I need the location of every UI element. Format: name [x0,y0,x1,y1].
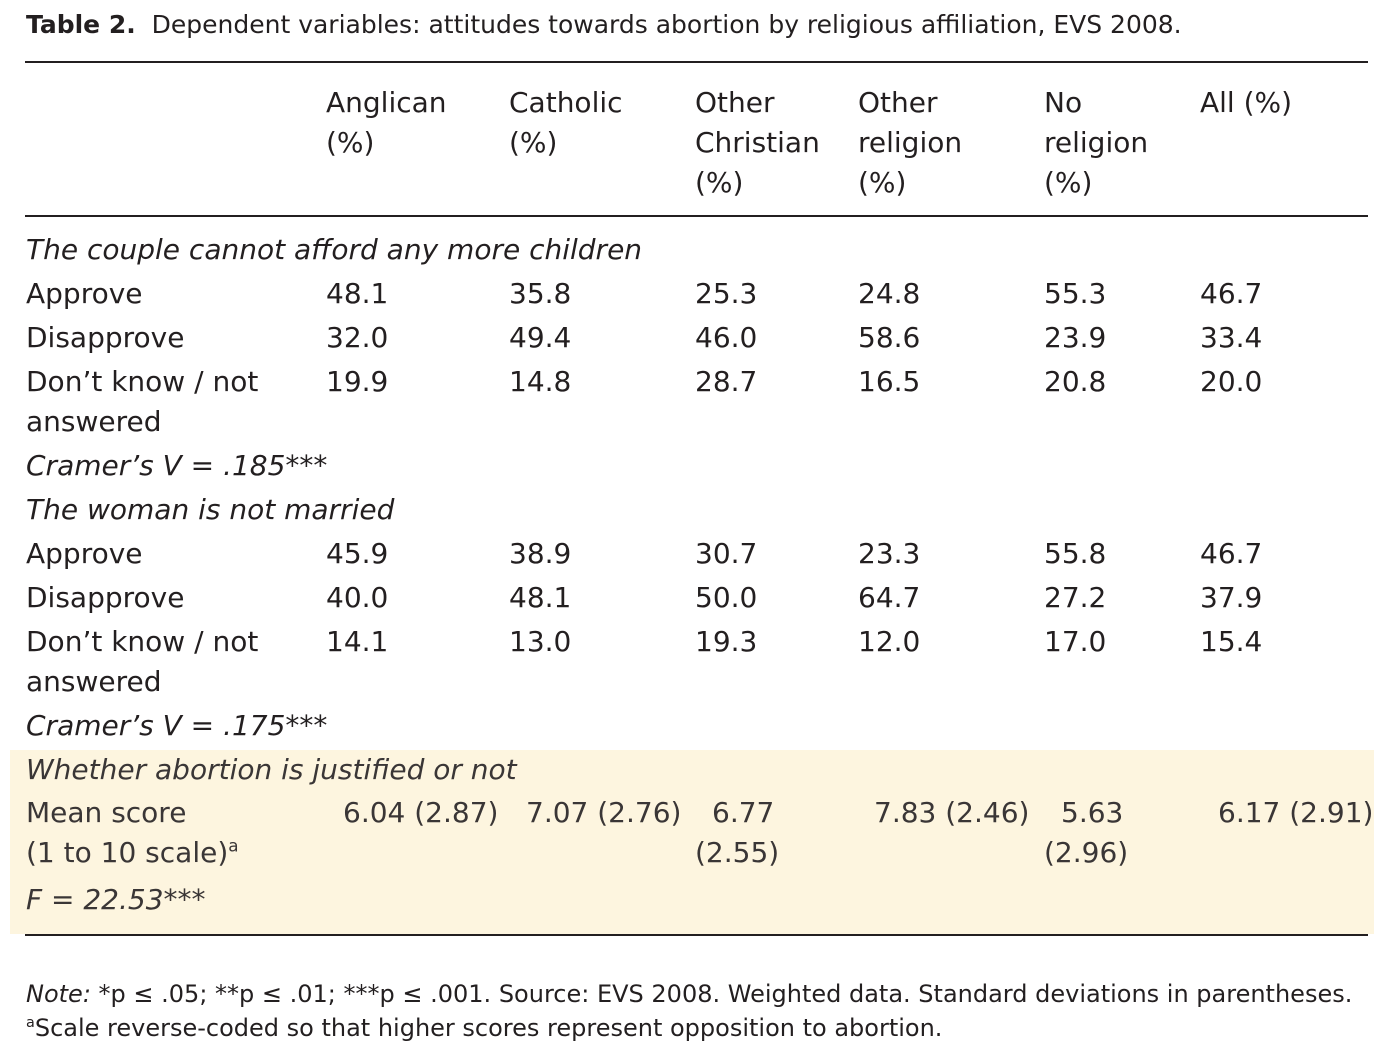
table-cell: (2.55) [695,836,780,869]
table-cell: 12.0 [858,625,921,658]
table-cell: 58.6 [858,321,921,354]
table-cell: 23.3 [858,537,921,570]
table-cell: 27.2 [1044,581,1107,614]
section-title: The couple cannot afford any more childr… [26,233,643,266]
top-rule [25,61,1368,63]
col-header-anglican: Anglican (%) [326,86,447,159]
table-cell: 5.63 [1061,796,1124,829]
table-cell: 48.1 [326,277,389,310]
table-cell: 16.5 [858,365,921,398]
table-cell: 37.9 [1200,581,1263,614]
table-label: Table 2. [26,10,136,39]
table-cell: 25.3 [695,277,758,310]
table-cell: 46.7 [1200,277,1263,310]
row-label-disapprove: Disapprove [26,581,185,614]
table-title: Dependent variables: attitudes towards a… [151,10,1182,39]
highlight-band [10,750,1374,934]
table-cell: 19.3 [695,625,758,658]
table-cell: 17.0 [1044,625,1107,658]
table-cell: 14.8 [509,365,572,398]
stat-f-value: F = 22.53*** [26,883,206,916]
stat-cramers-v: Cramer’s V = .185*** [26,449,328,482]
col-header-catholic: Catholic (%) [509,86,623,159]
table-cell: 28.7 [695,365,758,398]
table-cell: 33.4 [1200,321,1263,354]
row-label-dont-know: Don’t know / not answered [26,625,259,698]
table-cell: 55.8 [1044,537,1107,570]
table-note: Note: *p ≤ .05; **p ≤ .01; ***p ≤ .001. … [26,980,1353,1008]
table-cell: 30.7 [695,537,758,570]
row-label-dont-know: Don’t know / not answered [26,365,259,438]
table-cell: 38.9 [509,537,572,570]
header-rule [25,215,1368,217]
table-cell: 50.0 [695,581,758,614]
table-cell: (2.96) [1044,836,1129,869]
table-cell: 55.3 [1044,277,1107,310]
col-header-other-religion: Other religion (%) [858,86,963,199]
table-cell: 14.1 [326,625,389,658]
table-cell: 6.77 [712,796,775,829]
table-cell: 48.1 [509,581,572,614]
row-label-approve: Approve [26,537,143,570]
col-header-no-religion: No religion (%) [1044,86,1149,199]
table-cell: 19.9 [326,365,389,398]
table-cell: 64.7 [858,581,921,614]
table-cell: 32.0 [326,321,389,354]
table-cell: 6.04 (2.87) [343,796,499,829]
table-cell: 7.07 (2.76) [526,796,682,829]
row-label-mean-score: Mean score (1 to 10 scale)a [26,796,239,869]
table-cell: 6.17 (2.91) [1218,796,1374,829]
table-cell: 23.9 [1044,321,1107,354]
table-cell: 24.8 [858,277,921,310]
row-label-disapprove: Disapprove [26,321,185,354]
table-cell: 45.9 [326,537,389,570]
table-cell: 49.4 [509,321,572,354]
section-title: Whether abortion is justified or not [26,753,517,786]
table-cell: 35.8 [509,277,572,310]
bottom-rule [25,934,1368,936]
table-cell: 40.0 [326,581,389,614]
table-cell: 20.8 [1044,365,1107,398]
col-header-other-christian: Other Christian (%) [695,86,820,199]
row-label-approve: Approve [26,277,143,310]
section-title: The woman is not married [26,493,395,526]
col-header-all: All (%) [1200,86,1293,119]
stat-cramers-v: Cramer’s V = .175*** [26,709,328,742]
table-cell: 7.83 (2.46) [874,796,1030,829]
table-cell: 13.0 [509,625,572,658]
table-cell: 46.7 [1200,537,1263,570]
table-caption: Table 2. Dependent variables: attitudes … [26,8,1182,42]
table-cell: 15.4 [1200,625,1263,658]
table-cell: 46.0 [695,321,758,354]
table-cell: 20.0 [1200,365,1263,398]
table-footnote: aScale reverse-coded so that higher scor… [26,1014,943,1042]
